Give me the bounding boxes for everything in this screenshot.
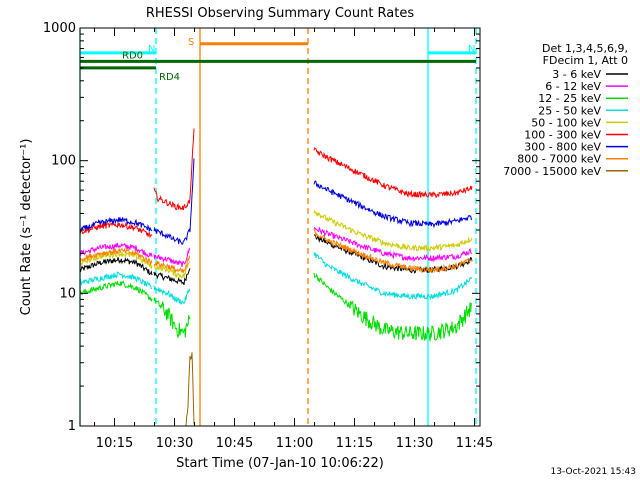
legend-label-3: 25 - 50 keV [538,104,601,117]
y-axis-label: Count Rate (s⁻¹ detector⁻¹) [19,139,34,316]
x-axis-label: Start Time (07-Jan-10 10:06:22) [176,456,384,471]
legend-label-4: 50 - 100 keV [531,116,601,129]
series-line-7-0 [79,247,153,266]
series-line-2-1 [153,297,191,339]
series-line-6-0 [79,217,153,233]
legend-label-2: 12 - 25 keV [538,92,601,105]
plot-frame [79,27,481,427]
series-line-6-2 [313,180,473,229]
series-line-0-1 [153,268,191,286]
y-tick-label: 100 [51,154,76,169]
legend-label-7: 800 - 7000 keV [517,153,601,166]
series-line-3-2 [313,251,473,301]
series-line-5-1 [153,128,195,211]
series-line-5-2 [313,147,473,198]
x-tick-label: 10:15 [96,436,133,451]
status-bar-label-2: S [188,37,194,48]
series-line-0-0 [79,256,153,276]
series-line-3-1 [153,285,191,305]
status-bar-label-0: N [148,44,155,55]
series-line-3-0 [79,271,153,290]
series-1 [79,226,473,267]
legend-label-0: 3 - 6 keV [552,68,601,81]
x-tick-label: 11:15 [336,436,373,451]
x-tick-label: 11:00 [276,436,313,451]
series-3 [79,251,473,305]
series-line-4-1 [153,261,191,279]
series-line-6-1 [153,158,195,245]
axes: 1 10 100 1000 10:15 10:30 10:45 11:00 11:15 11:30… [43,21,493,451]
status-bar-label-1: N [468,44,475,55]
x-tick-label: 11:30 [396,436,433,451]
legend-header-0: Det 1,3,4,5,6,9, [542,42,628,55]
legend-label-1: 6 - 12 keV [545,80,601,93]
series-line-1-0 [79,242,153,258]
series-line-7-2 [313,229,473,274]
series-line-8-0 [185,352,195,427]
x-tick-label: 10:30 [156,436,193,451]
series-2 [79,272,473,342]
series-line-1-2 [313,226,473,263]
plot-area: N N S RD0 RD4 [79,28,477,427]
series-line-1-1 [153,247,191,267]
legend-label-8: 7000 - 15000 keV [503,165,601,178]
series-8 [185,352,195,427]
x-tick-label: 10:45 [216,436,253,451]
series-line-2-2 [313,272,473,342]
series-line-4-2 [313,209,473,253]
series-5 [79,128,473,239]
y-tick-label: 1 [68,419,76,434]
series-line-7-1 [153,255,191,274]
y-tick-label: 1000 [43,21,76,36]
status-bar-label-3: RD0 [122,50,143,61]
status-bar-label-4: RD4 [159,72,180,83]
series-line-2-0 [79,280,153,302]
legend: Det 1,3,4,5,6,9,FDecim 1, Att 03 - 6 keV… [503,42,628,178]
series-7 [79,229,473,274]
legend-label-6: 300 - 800 keV [524,141,601,154]
series-6 [79,158,473,245]
series-0 [79,234,473,286]
legend-label-5: 100 - 300 keV [524,129,601,142]
series-line-5-0 [79,220,153,239]
footer-timestamp: 13-Oct-2021 15:43 [551,467,636,477]
x-tick-label: 11:45 [456,436,493,451]
legend-header-1: FDecim 1, Att 0 [543,54,628,67]
chart-title: RHESSI Observing Summary Count Rates [146,6,415,21]
y-tick-label: 10 [59,286,76,301]
